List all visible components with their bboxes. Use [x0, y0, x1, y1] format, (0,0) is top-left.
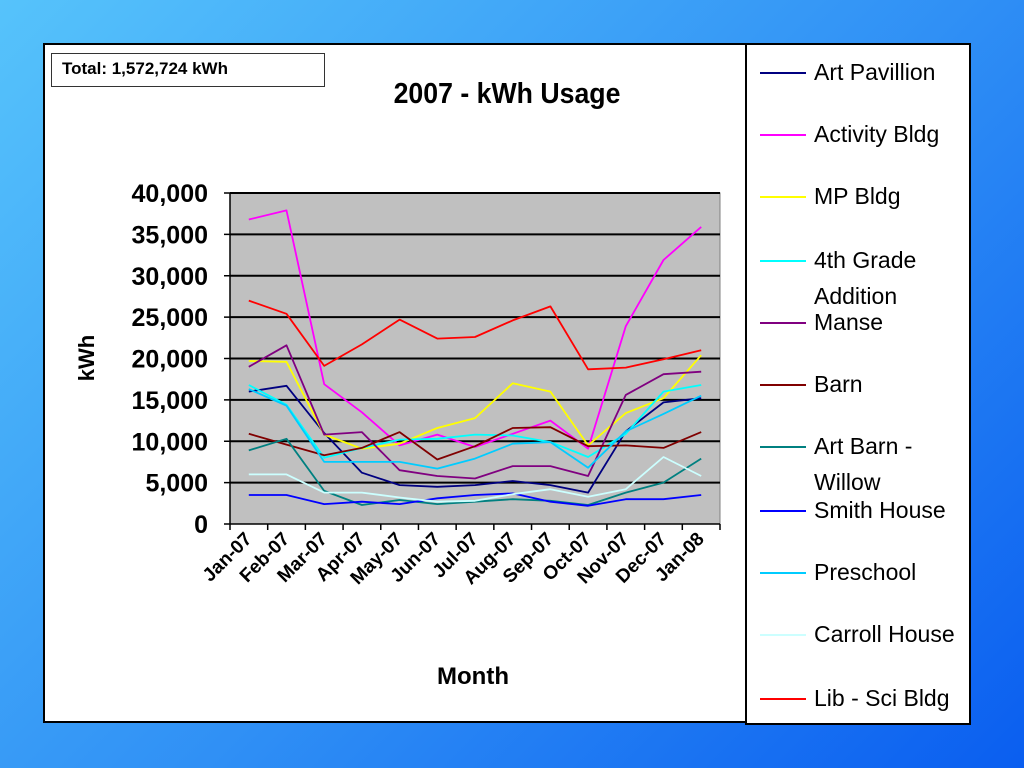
y-tick-label: 30,000: [132, 263, 208, 291]
legend-swatch: [760, 134, 806, 136]
chart-title: 2007 - kWh Usage: [394, 77, 621, 109]
series-line: [248, 344, 702, 480]
legend-swatch: [760, 698, 806, 700]
legend-label: Art Barn - Willow: [814, 433, 913, 495]
legend-swatch: [760, 196, 806, 198]
series-line: [248, 384, 702, 459]
legend-label: Art Pavillion: [814, 59, 936, 85]
y-tick-label: 0: [194, 511, 208, 539]
series-line: [248, 492, 702, 507]
series-line: [248, 426, 702, 461]
legend-swatch: [760, 634, 806, 636]
legend-swatch: [760, 446, 806, 448]
legend-label: Activity Bldg: [814, 121, 940, 147]
y-tick-label: 5,000: [145, 470, 208, 498]
series-line: [248, 456, 702, 503]
y-tick-label: 25,000: [132, 304, 208, 332]
y-tick-label: 35,000: [132, 221, 208, 249]
legend-swatch: [760, 260, 806, 262]
y-axis-label: kWh: [74, 335, 99, 381]
y-tick-label: 15,000: [132, 387, 208, 415]
legend-label: Barn: [814, 371, 863, 397]
legend-swatch: [760, 510, 806, 512]
legend-label: MP Bldg: [814, 183, 901, 209]
legend-swatch: [760, 322, 806, 324]
legend-label: Preschool: [814, 559, 917, 585]
y-tick-label: 10,000: [132, 428, 208, 456]
legend-label: Smith House: [814, 497, 946, 523]
legend-swatch: [760, 384, 806, 386]
series-line: [248, 388, 702, 470]
series-line: [248, 299, 702, 371]
total-label: Total: 1,572,724 kWh: [51, 53, 325, 87]
legend-label: Carroll House: [814, 621, 955, 647]
legend-swatch: [760, 572, 806, 574]
legend-label: 4th Grade Addition: [814, 247, 917, 309]
legend-label: Lib - Sci Bldg: [814, 685, 950, 711]
x-axis-label: Month: [437, 663, 509, 690]
legend-label: Manse: [814, 309, 884, 335]
y-tick-label: 40,000: [132, 180, 208, 208]
legend-swatch: [760, 72, 806, 74]
y-tick-label: 20,000: [132, 346, 208, 374]
